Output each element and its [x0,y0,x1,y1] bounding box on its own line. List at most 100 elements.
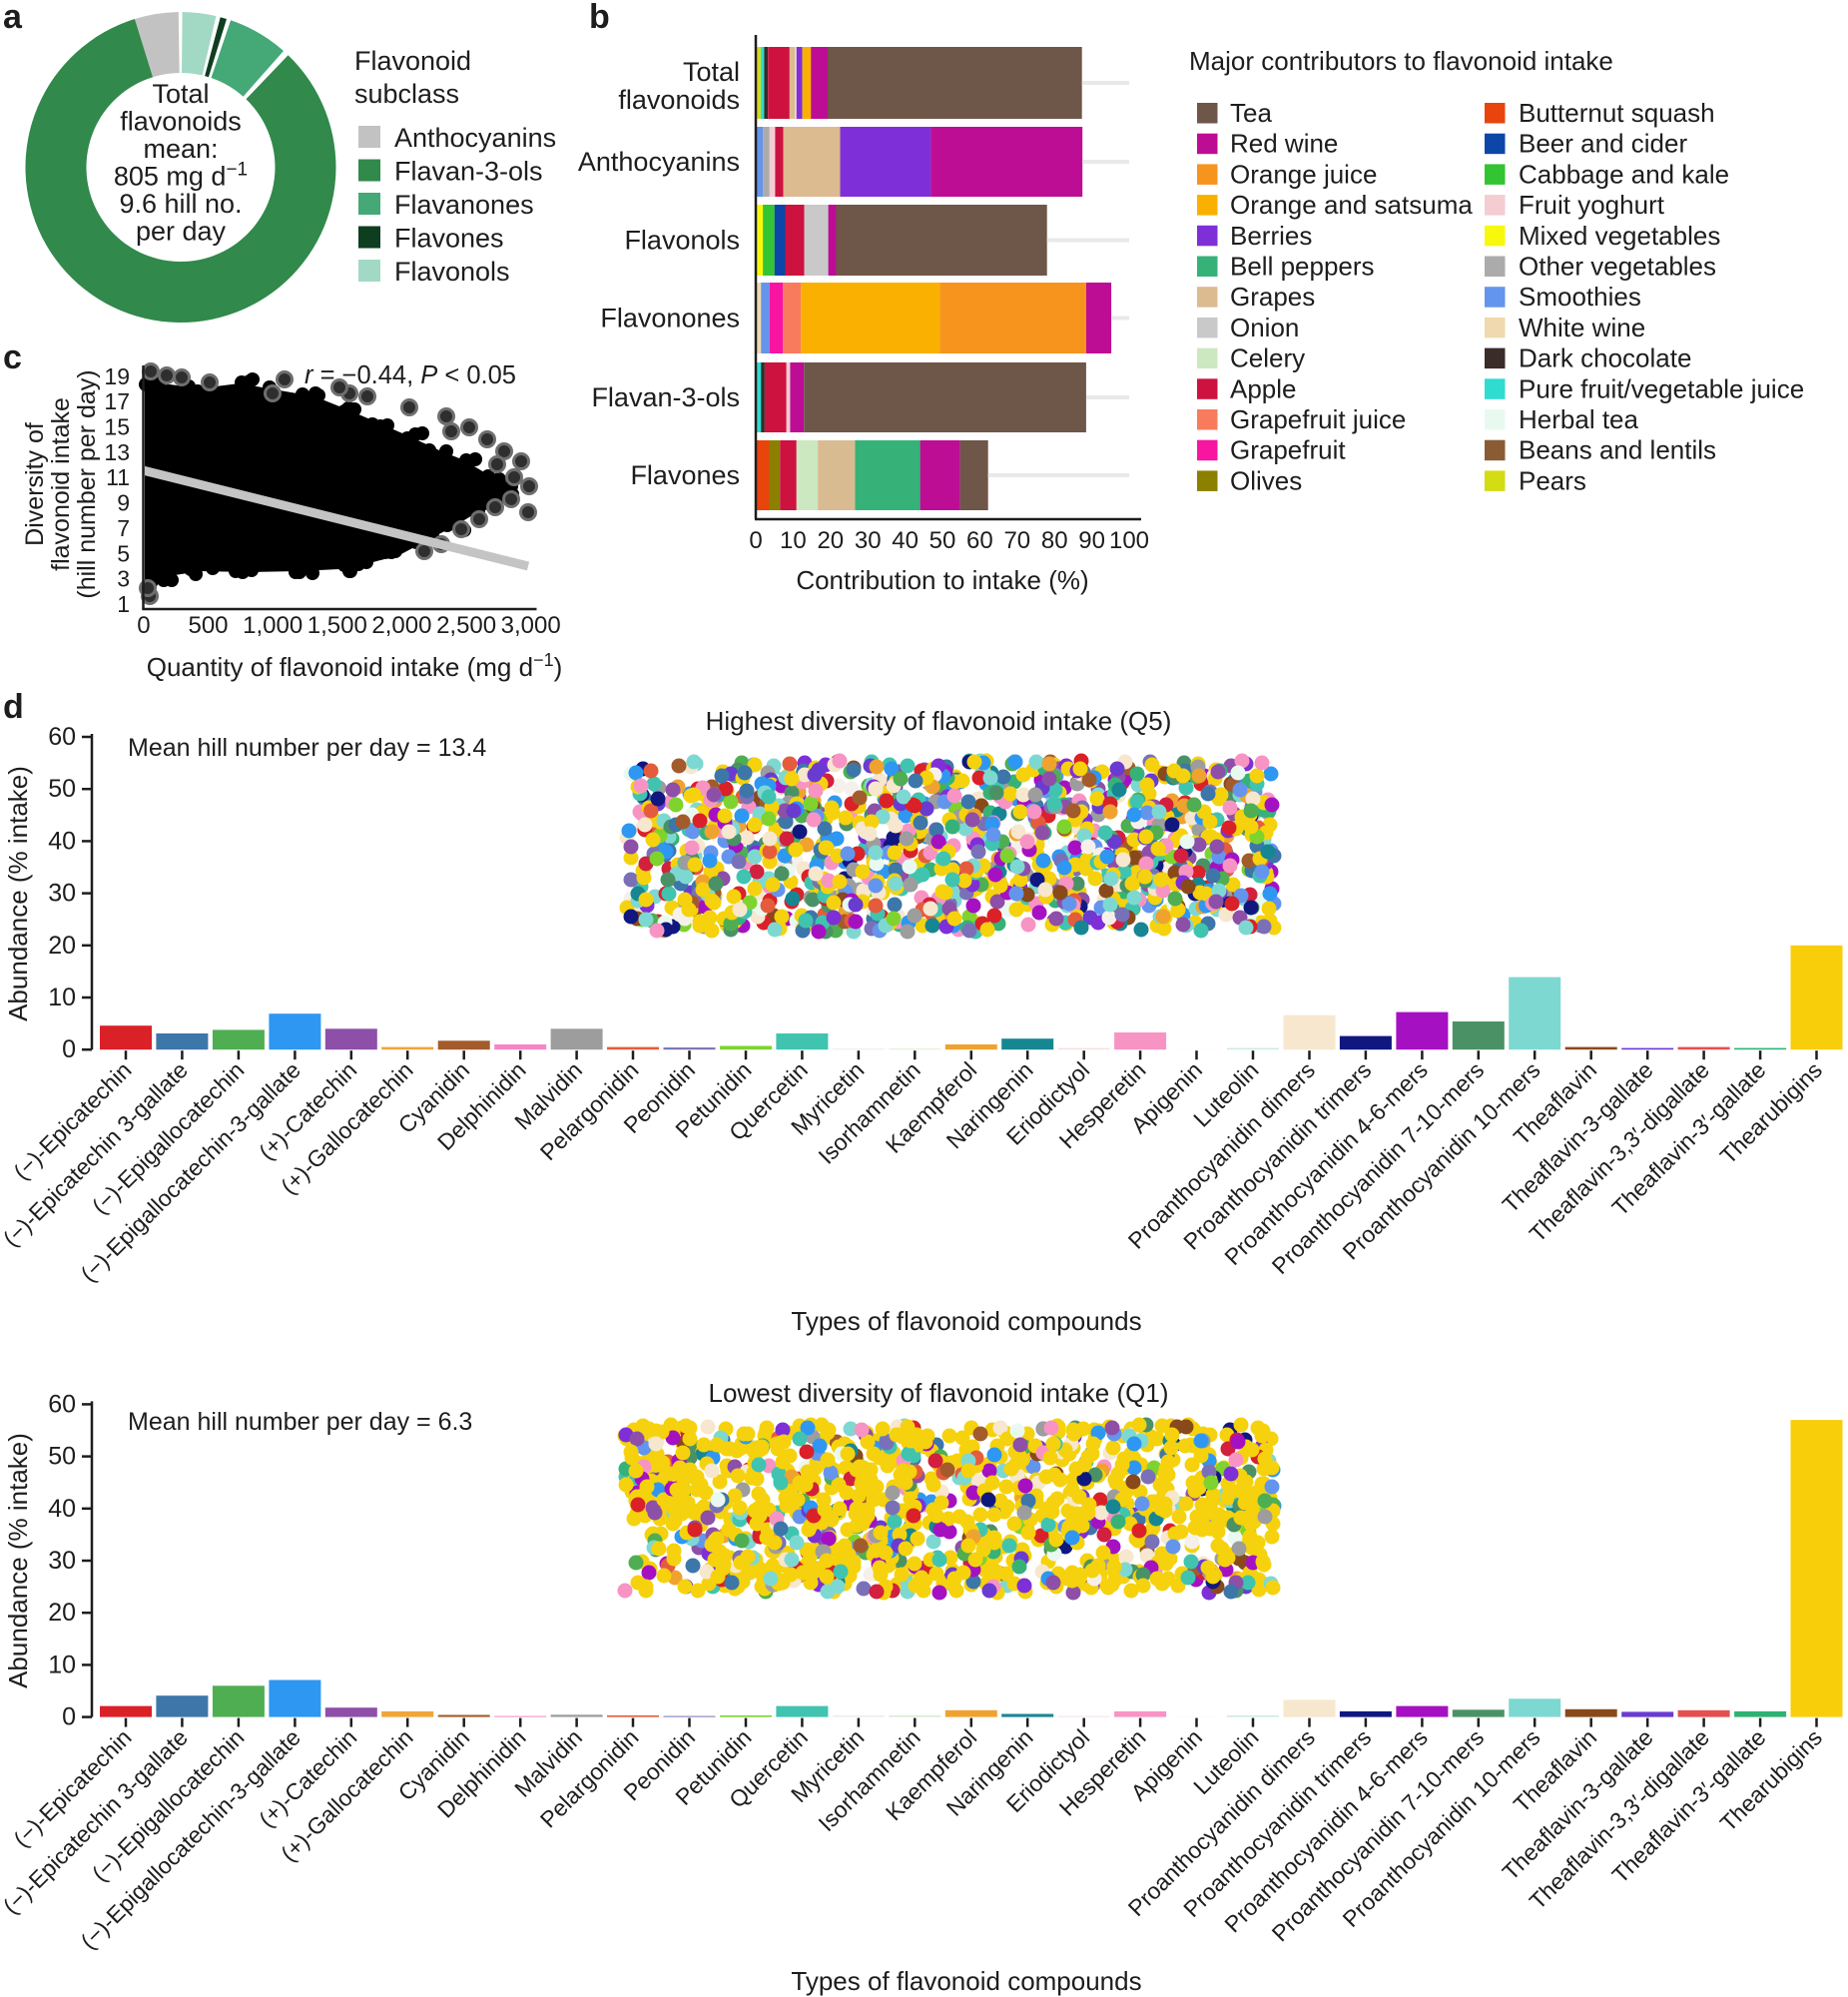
svg-text:2,000: 2,000 [371,612,431,639]
svg-text:40: 40 [48,1495,76,1523]
svg-text:Flavonones: Flavonones [600,304,740,333]
svg-text:1: 1 [117,591,130,617]
svg-text:Types of flavonoid compounds: Types of flavonoid compounds [791,1306,1141,1336]
svg-text:Grapefruit juice: Grapefruit juice [1230,404,1406,434]
svg-text:30: 30 [48,880,76,908]
svg-text:13: 13 [104,439,130,465]
svg-text:0: 0 [62,1703,76,1731]
svg-text:Anthocyanins: Anthocyanins [394,123,556,153]
svg-text:b: b [589,0,610,36]
svg-text:20: 20 [48,932,76,960]
svg-text:Flavanones: Flavanones [394,190,534,220]
svg-text:Types of flavonoid compounds: Types of flavonoid compounds [791,1966,1141,1996]
svg-text:15: 15 [104,414,130,440]
svg-text:Orange and satsuma: Orange and satsuma [1230,190,1473,220]
svg-text:70: 70 [1003,527,1030,554]
svg-text:Herbal tea: Herbal tea [1519,404,1638,434]
svg-text:Quantity of flavonoid intake (: Quantity of flavonoid intake (mg d−1) [147,650,563,682]
svg-text:80: 80 [1041,527,1068,554]
svg-text:Lowest diversity of flavonoid: Lowest diversity of flavonoid intake (Q1… [709,1378,1169,1408]
svg-text:Flavones: Flavones [630,460,740,490]
svg-text:a: a [3,0,23,36]
svg-text:Anthocyanins: Anthocyanins [578,147,740,177]
svg-text:c: c [3,338,22,376]
svg-text:Flavonoid: Flavonoid [354,46,471,76]
svg-text:10: 10 [48,1651,76,1678]
svg-text:Mean hill number per day = 13.: Mean hill number per day = 13.4 [128,734,486,762]
svg-text:1,000: 1,000 [243,612,303,639]
svg-text:r = −0.44, P < 0.05: r = −0.44, P < 0.05 [305,361,516,389]
svg-text:Flavan-3-ols: Flavan-3-ols [591,382,740,412]
svg-text:Pure fruit/vegetable juice: Pure fruit/vegetable juice [1519,373,1804,403]
svg-text:Dark chocolate: Dark chocolate [1519,343,1691,373]
svg-text:Celery: Celery [1230,343,1305,373]
svg-text:10: 10 [48,984,76,1011]
svg-text:40: 40 [48,827,76,855]
svg-text:Contribution to intake (%): Contribution to intake (%) [796,565,1088,595]
svg-text:Orange juice: Orange juice [1230,159,1377,189]
svg-text:Grapefruit: Grapefruit [1230,435,1346,465]
svg-text:Abundance (% intake): Abundance (% intake) [3,1433,33,1688]
svg-text:White wine: White wine [1519,313,1645,342]
svg-text:per day: per day [136,217,227,247]
svg-text:Flavonols: Flavonols [394,257,510,287]
svg-text:20: 20 [48,1599,76,1627]
svg-text:17: 17 [104,388,130,414]
svg-text:Olives: Olives [1230,465,1302,495]
svg-text:Smoothies: Smoothies [1519,282,1641,312]
svg-text:100: 100 [1109,527,1149,554]
svg-text:19: 19 [104,363,130,389]
svg-text:50: 50 [48,1443,76,1471]
svg-text:Cabbage and kale: Cabbage and kale [1519,159,1729,189]
svg-text:Beans and lentils: Beans and lentils [1519,435,1716,465]
svg-text:Flavonols: Flavonols [624,226,740,256]
svg-text:60: 60 [48,723,76,751]
svg-text:Flavones: Flavones [394,224,504,254]
svg-text:(hill number per day): (hill number per day) [73,369,101,598]
svg-text:30: 30 [48,1547,76,1575]
svg-text:Flavan-3-ols: Flavan-3-ols [394,157,543,187]
svg-text:500: 500 [188,612,228,639]
svg-text:5: 5 [117,540,130,566]
svg-text:20: 20 [817,527,844,554]
svg-text:Red wine: Red wine [1230,129,1338,159]
svg-text:2,500: 2,500 [436,612,496,639]
svg-text:Abundance (% intake): Abundance (% intake) [3,766,33,1021]
svg-text:mean:: mean: [143,134,218,164]
svg-text:Mean hill number per day = 6.3: Mean hill number per day = 6.3 [128,1408,472,1436]
svg-text:0: 0 [749,527,762,554]
svg-text:flavonoids: flavonoids [618,85,740,115]
svg-text:flavonoids: flavonoids [120,107,242,137]
svg-text:50: 50 [48,775,76,803]
svg-text:0: 0 [62,1035,76,1063]
svg-text:Butternut squash: Butternut squash [1519,98,1715,128]
svg-text:0: 0 [137,612,150,639]
svg-text:9: 9 [117,490,130,516]
svg-text:Mixed vegetables: Mixed vegetables [1519,221,1720,251]
svg-text:Highest diversity of flavonoid: Highest diversity of flavonoid intake (Q… [706,706,1172,736]
svg-text:30: 30 [855,527,882,554]
svg-text:50: 50 [929,527,956,554]
svg-text:40: 40 [892,527,919,554]
svg-text:Beer and cider: Beer and cider [1519,129,1687,159]
svg-text:Berries: Berries [1230,221,1312,251]
svg-text:Bell peppers: Bell peppers [1230,252,1375,282]
svg-text:90: 90 [1078,527,1105,554]
svg-text:Other vegetables: Other vegetables [1519,252,1716,282]
svg-text:60: 60 [48,1390,76,1418]
svg-text:60: 60 [966,527,993,554]
svg-text:11: 11 [106,464,130,490]
svg-text:Apple: Apple [1230,373,1297,403]
svg-text:d: d [3,688,24,726]
svg-text:Major contributors to flavonoi: Major contributors to flavonoid intake [1189,46,1613,76]
svg-text:Fruit yoghurt: Fruit yoghurt [1519,190,1665,220]
svg-text:7: 7 [117,515,130,541]
svg-text:flavonoid intake: flavonoid intake [47,397,75,571]
svg-text:10: 10 [780,527,807,554]
svg-text:3: 3 [117,566,130,592]
svg-text:805 mg d−1: 805 mg d−1 [114,159,248,192]
svg-text:3,000: 3,000 [501,612,561,639]
svg-text:1,500: 1,500 [308,612,367,639]
svg-text:Grapes: Grapes [1230,282,1315,312]
svg-text:Total: Total [683,57,740,87]
